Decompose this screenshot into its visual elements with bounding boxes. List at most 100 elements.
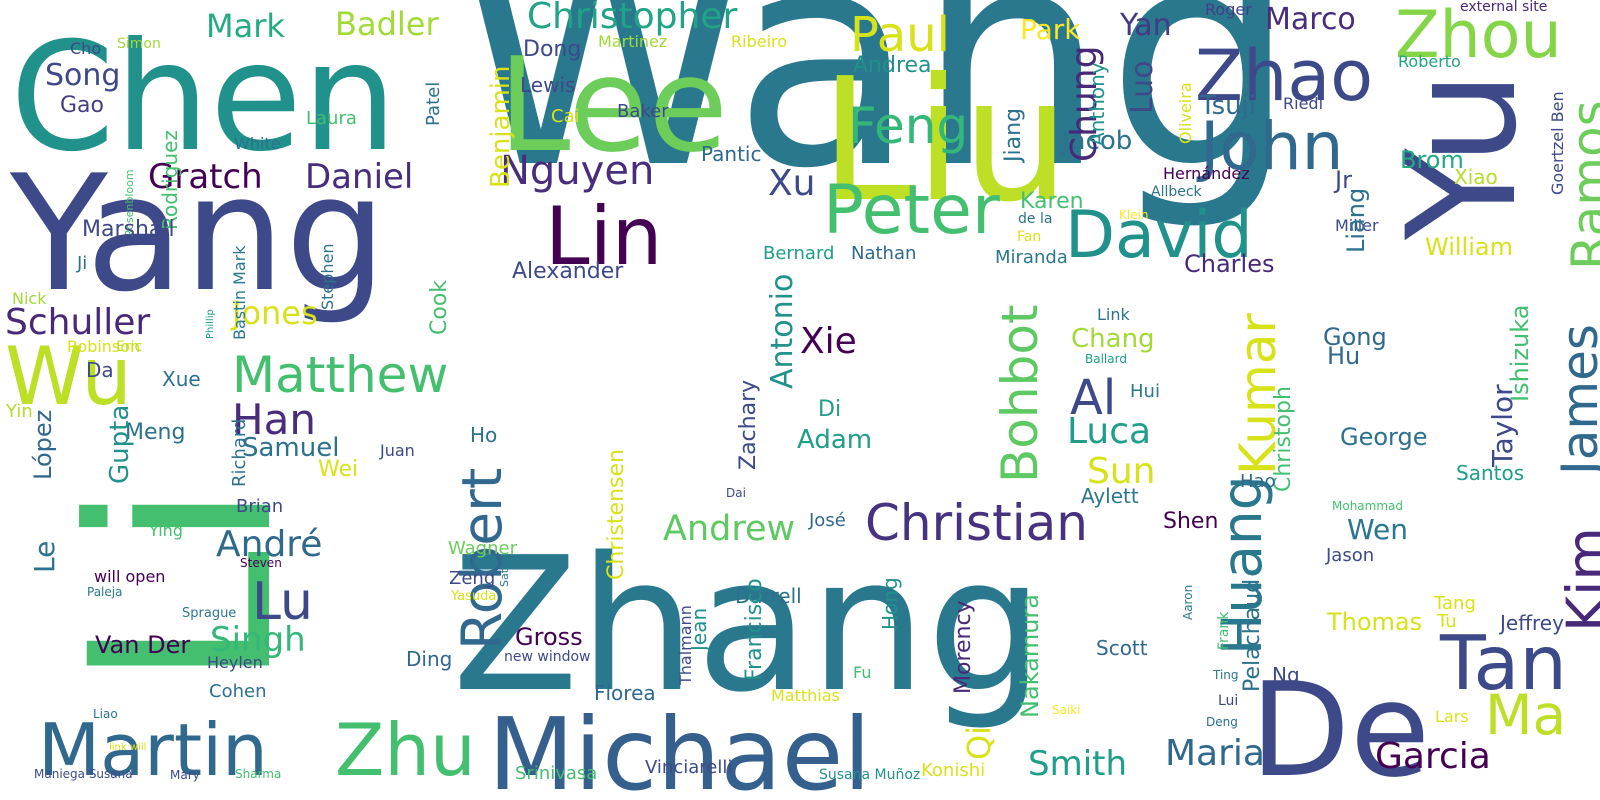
word-lopez: López: [29, 409, 57, 480]
word-andrew: Andrew: [663, 509, 796, 550]
word-simon: Simon: [117, 36, 161, 53]
word-anthony: Anthony: [1085, 62, 1109, 146]
word-riedl: Riedl: [1283, 94, 1324, 114]
word-shen: Shen: [1163, 509, 1219, 535]
word-ho: Ho: [470, 423, 498, 447]
word-van-der: Van Der: [95, 630, 191, 659]
word-yin: Yin: [6, 400, 33, 422]
word-zhou: Zhou: [1395, 0, 1562, 73]
word-bernard: Bernard: [763, 242, 835, 264]
word-wu: Wu: [5, 330, 132, 423]
word-tu: Tu: [1437, 610, 1457, 632]
word-sharma: Sharma: [235, 766, 282, 781]
word-paul: Paul: [850, 7, 950, 64]
word-gratch: Gratch: [148, 157, 263, 198]
word-gross: Gross: [515, 622, 583, 651]
word-gong: Gong: [1323, 322, 1387, 351]
word-xie: Xie: [800, 321, 857, 363]
word-hao: Hao: [1240, 470, 1276, 492]
word-park: Park: [1020, 13, 1081, 47]
word-will-open: will open: [94, 567, 166, 587]
word-peter: Peter: [823, 171, 1000, 251]
word-martinez: Martinez: [598, 32, 668, 52]
word-wang: Wang: [455, 0, 1297, 234]
word-vinciarelli: Vinciarelli: [645, 756, 733, 778]
word-miranda: Miranda: [995, 246, 1068, 268]
word-fu: Fu: [853, 663, 872, 683]
word-morency: Morency: [951, 600, 976, 694]
word-richard: Richard: [229, 418, 250, 487]
word-eric: Eric: [116, 339, 143, 356]
word-de-la: de la: [1018, 211, 1053, 228]
word-steven: Steven: [240, 555, 282, 570]
word-ramos: Ramos: [1561, 100, 1600, 270]
word-dong: Dong: [523, 37, 582, 63]
word-lu: Lu: [252, 571, 314, 632]
word-badler: Badler: [335, 4, 439, 43]
word-smith: Smith: [1028, 744, 1128, 785]
word-baker: Baker: [617, 100, 669, 122]
word-zachary: Zachary: [736, 379, 761, 470]
word-daniel: Daniel: [305, 157, 414, 198]
word-maria: Maria: [1165, 733, 1265, 775]
word-sun: Sun: [1087, 451, 1156, 493]
word-rodriguez: Rodriguez: [158, 130, 182, 230]
word-matthias: Matthias: [771, 686, 840, 706]
word-wen: Wen: [1347, 513, 1409, 547]
word-gupta: Gupta: [105, 404, 135, 484]
word-brom: Brom: [1400, 145, 1464, 174]
word-william: William: [1425, 232, 1513, 261]
word-jacob: Jacob: [1062, 125, 1133, 156]
word-adam: Adam: [797, 424, 873, 455]
word-link: Link: [1097, 305, 1130, 325]
word-saiki: Saiki: [1052, 702, 1081, 717]
word-jose: José: [809, 509, 846, 531]
word-david: David: [1065, 197, 1253, 273]
word-tsuji: Tsuji: [1200, 90, 1257, 121]
word-feng: Feng: [848, 96, 969, 155]
word-ballard: Ballard: [1085, 351, 1127, 366]
word-fan: Fan: [1017, 229, 1042, 246]
word-chen: Chen: [10, 10, 398, 185]
word-maniega-susana: Maniega Susana: [34, 766, 133, 781]
word-bohbot: Bohbot: [991, 304, 1049, 483]
word-john: John: [1200, 107, 1344, 185]
word-charles: Charles: [1184, 249, 1275, 278]
word-karen: Karen: [1020, 189, 1084, 215]
word-schuller: Schuller: [5, 302, 151, 344]
word-andrea: Andrea: [853, 53, 932, 79]
word-da: Da: [86, 358, 114, 382]
word-patel: Patel: [423, 81, 444, 126]
word-antonio: Antonio: [765, 273, 800, 389]
word-di: Di: [818, 397, 842, 423]
word-bastin-mark: Bastin Mark: [230, 245, 249, 340]
word-susana-munoz: Susana Muñoz: [819, 767, 921, 784]
word-qi: Qi: [960, 725, 998, 760]
word-meng: Meng: [125, 420, 186, 446]
word-nakamura: Nakamura: [1016, 593, 1044, 718]
word-cho: Cho: [70, 39, 102, 59]
word-ng: Ng: [1272, 663, 1300, 687]
word-zeng: Zeng: [449, 567, 496, 589]
word-deng: Deng: [1206, 714, 1238, 729]
word-francisco: Francisco: [742, 578, 767, 681]
word-thomas: Thomas: [1327, 607, 1423, 636]
word-allbeck: Allbeck: [1151, 184, 1202, 201]
word-christopher: Christopher: [527, 0, 738, 38]
word-srinivasa: Srinivasa: [515, 762, 598, 784]
word-jeffrey: Jeffrey: [1500, 611, 1564, 635]
word-sato: Sato: [498, 562, 511, 587]
word-liu: Liu: [820, 41, 1070, 240]
word-new-window: new window: [504, 649, 591, 666]
word-liao: Liao: [93, 706, 118, 721]
word-goertzel-ben: Goertzel Ben: [1548, 91, 1567, 195]
word-sprague: Sprague: [182, 605, 237, 621]
word-stephen: Stephen: [318, 243, 337, 310]
word-yan: Yan: [1120, 7, 1172, 43]
word-link-will: link will: [109, 741, 147, 753]
word-ting: Ting: [1213, 667, 1239, 682]
word-de: De: [1250, 653, 1431, 800]
word-ying: Ying: [149, 521, 183, 541]
word-hui: Hui: [1130, 380, 1160, 402]
